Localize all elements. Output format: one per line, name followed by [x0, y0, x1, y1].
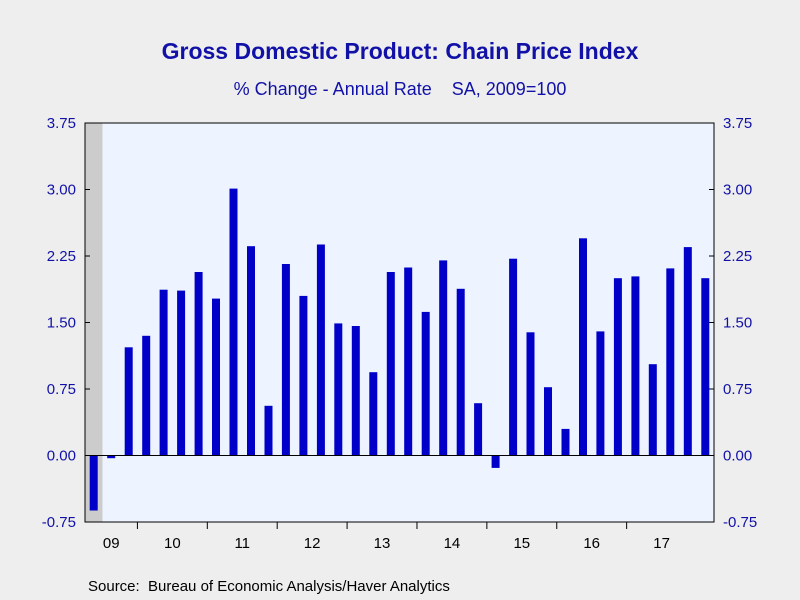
y-tick-label-left: 3.00 — [47, 182, 76, 199]
bar — [526, 332, 535, 456]
chart-subtitle: % Change - Annual Rate SA, 2009=100 — [233, 79, 567, 99]
bar — [89, 455, 98, 511]
y-tick-label-right: 2.25 — [723, 248, 752, 265]
bar — [159, 289, 168, 456]
y-tick-label-right: 0.75 — [723, 381, 752, 398]
bar — [613, 278, 622, 456]
y-tick-label-left: 3.75 — [47, 115, 76, 132]
bar — [334, 323, 343, 456]
x-tick-label: 13 — [374, 535, 391, 552]
bar — [456, 288, 465, 456]
bar — [404, 267, 413, 456]
bar — [177, 290, 186, 456]
x-tick-label: 12 — [304, 535, 321, 552]
y-tick-label-left: 0.75 — [47, 381, 76, 398]
x-tick-label: 11 — [234, 535, 250, 552]
bar — [124, 347, 133, 456]
bar — [281, 264, 290, 456]
bar — [474, 403, 483, 456]
chart-title: Gross Domestic Product: Chain Price Inde… — [161, 38, 639, 64]
x-tick-label: 09 — [103, 535, 120, 552]
bar — [491, 455, 500, 468]
x-tick-label: 10 — [164, 535, 181, 552]
bar — [579, 238, 587, 456]
bar — [316, 244, 325, 456]
x-tick-label: 15 — [513, 535, 530, 552]
bar — [386, 272, 395, 456]
y-tick-label-right: -0.75 — [723, 514, 757, 531]
bar — [701, 278, 710, 456]
bar — [648, 364, 657, 456]
x-tick-label: 14 — [444, 535, 461, 552]
y-tick-label-right: 1.50 — [723, 315, 752, 332]
y-tick-label-left: -0.75 — [42, 514, 76, 531]
bar — [509, 258, 518, 456]
y-tick-label-right: 0.00 — [723, 448, 752, 465]
bar — [142, 335, 151, 456]
recession-shading — [85, 123, 103, 522]
source-note: Source: Bureau of Economic Analysis/Have… — [88, 578, 450, 595]
bar — [351, 326, 360, 456]
bar — [439, 260, 448, 456]
bar — [666, 268, 675, 456]
bar — [229, 188, 238, 456]
x-tick-label: 16 — [583, 535, 600, 552]
x-tick-label: 17 — [653, 535, 670, 552]
bar — [369, 372, 378, 456]
bar — [596, 331, 605, 456]
bar — [247, 246, 255, 456]
y-tick-label-left: 0.00 — [47, 448, 76, 465]
bar — [631, 276, 640, 456]
y-tick-label-right: 3.75 — [723, 115, 752, 132]
y-tick-label-left: 2.25 — [47, 248, 76, 265]
bar — [544, 387, 552, 456]
bar — [107, 455, 116, 459]
bar — [264, 405, 273, 456]
bar — [212, 298, 220, 456]
bar — [421, 311, 430, 456]
bar — [299, 295, 308, 456]
y-tick-label-left: 1.50 — [47, 315, 76, 332]
bar — [683, 247, 692, 456]
bar — [561, 428, 570, 456]
y-tick-label-right: 3.00 — [723, 182, 752, 199]
bar — [194, 272, 203, 456]
